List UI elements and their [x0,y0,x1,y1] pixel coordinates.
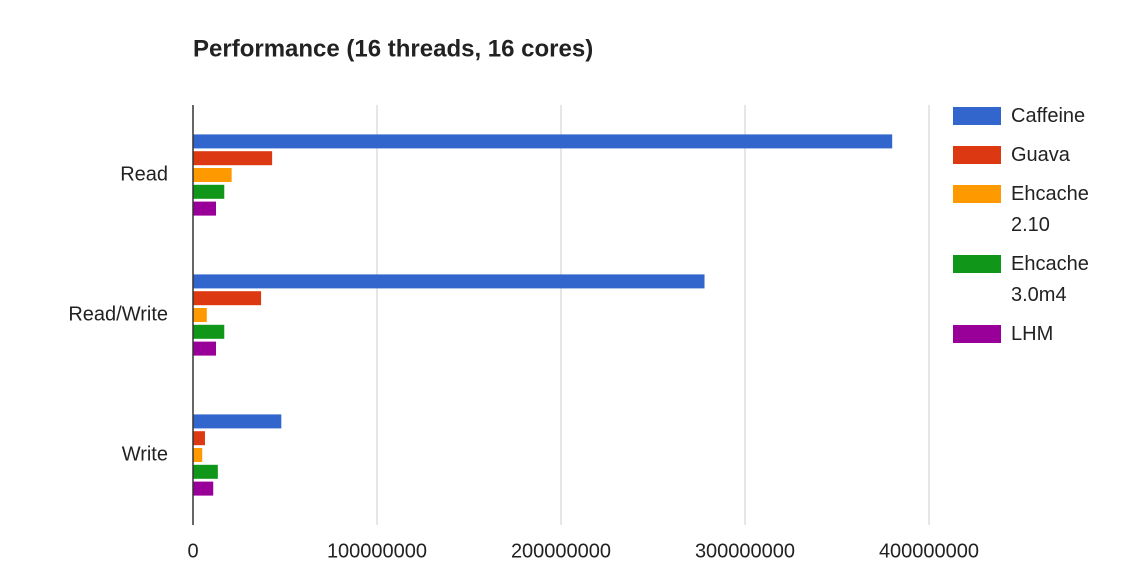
legend-item: Ehcache 3.0m4 [953,249,1111,311]
bar [193,291,262,306]
bar [193,448,203,462]
bar [193,308,207,322]
legend-swatch [953,146,1001,164]
bar [193,184,225,199]
legend-label: Ehcache 3.0m4 [1011,253,1089,306]
legend: Caffeine Guava Ehcache 2.10 Ehcache 3.0m4 LH… [953,101,1111,358]
chart-title: Performance (16 threads, 16 cores) [193,35,593,62]
legend-label: Guava [1011,144,1070,166]
x-tick-label: 100000000 [327,540,427,562]
legend-label: LHM [1011,323,1054,345]
bar [193,464,218,479]
bar [193,168,232,182]
legend-label: Caffeine [1011,105,1086,127]
y-tick-label: Write [122,443,168,465]
x-tick-label: 300000000 [695,540,795,562]
y-tick-label: Read/Write [68,303,168,325]
legend-swatch [953,107,1001,125]
x-tick-label: 0 [187,540,198,562]
bar [193,151,273,166]
x-tick-label: 400000000 [879,540,979,562]
legend-item: Ehcache 2.10 [953,179,1111,241]
legend-item: Guava [953,140,1111,171]
bar [193,134,893,149]
bar [193,414,282,429]
bar [193,341,216,356]
legend-swatch [953,185,1001,203]
legend-swatch [953,255,1001,273]
y-tick-label: Read [120,163,168,185]
bar [193,201,216,216]
bar [193,431,205,446]
legend-swatch [953,325,1001,343]
bar [193,274,705,289]
x-tick-label: 200000000 [511,540,611,562]
bar [193,481,214,496]
bar [193,324,225,339]
legend-item: Caffeine [953,101,1111,132]
legend-label: Ehcache 2.10 [1011,183,1089,236]
legend-item: LHM [953,319,1111,350]
